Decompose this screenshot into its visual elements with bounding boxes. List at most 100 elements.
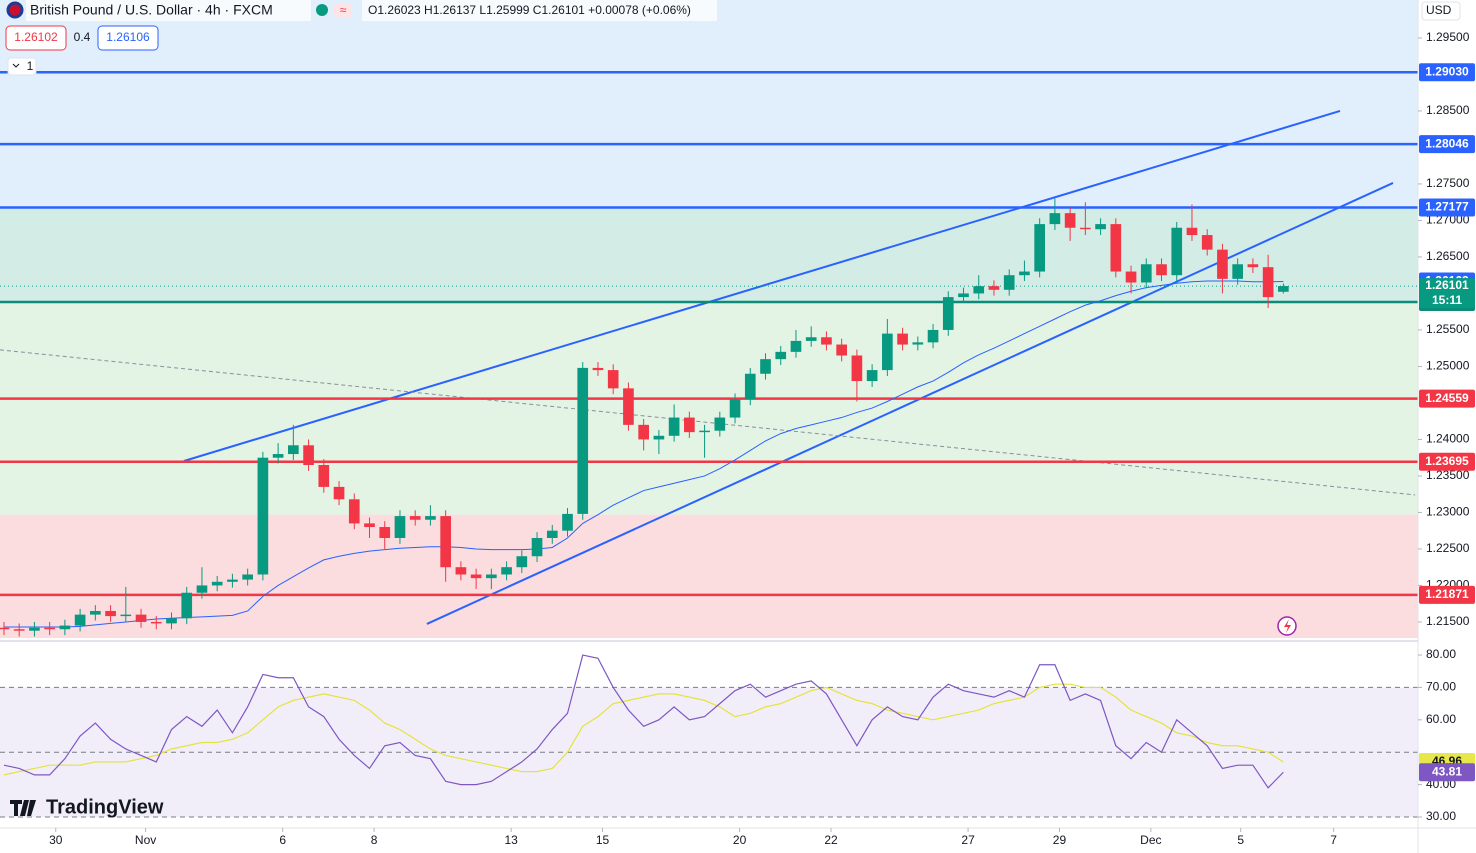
candle-body xyxy=(1080,227,1091,230)
candle-body xyxy=(90,610,101,615)
candle-body xyxy=(181,592,193,619)
x-tick-label: 29 xyxy=(1053,833,1067,847)
candle-body xyxy=(13,629,25,631)
candle-body xyxy=(1003,275,1015,290)
x-tick-label: 13 xyxy=(504,833,518,847)
ohlc-legend: O1.26023 H1.26137 L1.25999 C1.26101 +0.0… xyxy=(368,3,691,17)
y-tick-label: 1.23500 xyxy=(1426,468,1470,482)
candle-body xyxy=(1019,271,1030,276)
currency-button[interactable] xyxy=(1421,1,1461,21)
rsi-value-label: 43.81 xyxy=(1432,764,1462,778)
candle-body xyxy=(1217,249,1228,279)
candle-body xyxy=(531,537,543,557)
candle-body xyxy=(805,337,817,341)
y-tick-label: 1.21500 xyxy=(1426,614,1470,628)
zone xyxy=(0,514,1418,638)
x-tick-label: 7 xyxy=(1330,833,1337,847)
candle-body xyxy=(425,516,436,520)
rsi-tick-label: 30.00 xyxy=(1426,809,1456,823)
candle-body xyxy=(592,367,604,371)
candle-body xyxy=(684,417,695,433)
candle-body xyxy=(942,297,954,330)
rsi-line xyxy=(3,654,1284,789)
data-flag[interactable] xyxy=(334,3,352,18)
rsi-pane xyxy=(0,654,1418,818)
candle-body xyxy=(105,610,116,617)
candle-body xyxy=(227,579,238,582)
sell-button[interactable] xyxy=(5,25,67,51)
candle-body xyxy=(303,445,314,465)
rsi-tick-label: 60.00 xyxy=(1426,712,1456,726)
candle-body xyxy=(166,618,177,624)
y-tick-label: 1.23000 xyxy=(1426,505,1470,519)
level-label: 1.21871 xyxy=(1425,587,1469,601)
y-tick-label: 1.25000 xyxy=(1426,359,1470,373)
candle-body xyxy=(0,627,10,630)
candle-body xyxy=(607,370,619,389)
candle-body xyxy=(546,530,558,538)
candle-body xyxy=(866,370,878,382)
rsi-tick-label: 80.00 xyxy=(1426,647,1456,661)
candle-body xyxy=(1278,286,1289,292)
candle-body xyxy=(577,367,589,514)
candle-body xyxy=(699,430,710,433)
candle-body xyxy=(1171,227,1183,276)
candle-body xyxy=(927,329,939,343)
countdown: 15:11 xyxy=(1432,293,1462,307)
candle-body xyxy=(242,574,253,580)
candle-body xyxy=(272,454,284,458)
x-tick-label: 15 xyxy=(596,833,610,847)
level-label: 1.29030 xyxy=(1425,64,1469,78)
brand-logo xyxy=(10,800,36,816)
buy-button[interactable] xyxy=(97,25,159,51)
candle-body xyxy=(562,513,573,531)
candle-body xyxy=(379,527,391,538)
candle-body xyxy=(897,333,908,345)
candle-body xyxy=(333,486,345,500)
legend-bg xyxy=(362,0,717,21)
x-tick-label: 6 xyxy=(279,833,286,847)
candle-body xyxy=(120,614,132,617)
level-label-box xyxy=(1419,389,1475,408)
candle-body xyxy=(882,333,893,371)
trendline xyxy=(0,349,1416,496)
candle-body xyxy=(668,417,680,436)
x-tick-label: 22 xyxy=(824,833,838,847)
candle-body xyxy=(836,344,847,356)
symbol-flag xyxy=(6,1,24,19)
indicator-toggle[interactable] xyxy=(7,57,37,76)
ask-price: 1.26106 xyxy=(106,30,150,44)
candle-body xyxy=(623,388,634,425)
x-tick-label: Dec xyxy=(1140,833,1161,847)
candle-body xyxy=(1186,227,1198,236)
candle-body xyxy=(501,567,512,575)
x-tick-label: 30 xyxy=(49,833,63,847)
candle-body xyxy=(74,614,86,626)
moving-average xyxy=(3,280,1284,628)
candle-body xyxy=(775,351,787,360)
indicator-count: 1 xyxy=(27,59,34,73)
candle-body xyxy=(44,627,55,630)
candle-body xyxy=(1201,235,1213,250)
candle-body xyxy=(211,581,223,586)
rsi-band-fill xyxy=(0,687,1418,817)
candle-body xyxy=(1140,264,1152,283)
candle-body xyxy=(364,523,375,528)
candle-body xyxy=(1095,224,1106,230)
candle-body xyxy=(1125,271,1137,283)
y-tick-label: 1.22500 xyxy=(1426,541,1470,555)
level-label: 1.27177 xyxy=(1425,200,1469,214)
candle-body xyxy=(288,445,299,455)
price-pane xyxy=(0,0,1418,638)
market-status[interactable] xyxy=(316,4,328,16)
candle-body xyxy=(59,625,71,630)
zone xyxy=(0,301,1418,515)
candle-body xyxy=(790,340,802,352)
candle-body xyxy=(348,499,360,524)
x-tick-label: 27 xyxy=(961,833,975,847)
candle-body xyxy=(1064,213,1076,228)
candle-body xyxy=(653,435,665,440)
candle-body xyxy=(744,373,756,400)
bid-price: 1.26102 xyxy=(14,30,58,44)
